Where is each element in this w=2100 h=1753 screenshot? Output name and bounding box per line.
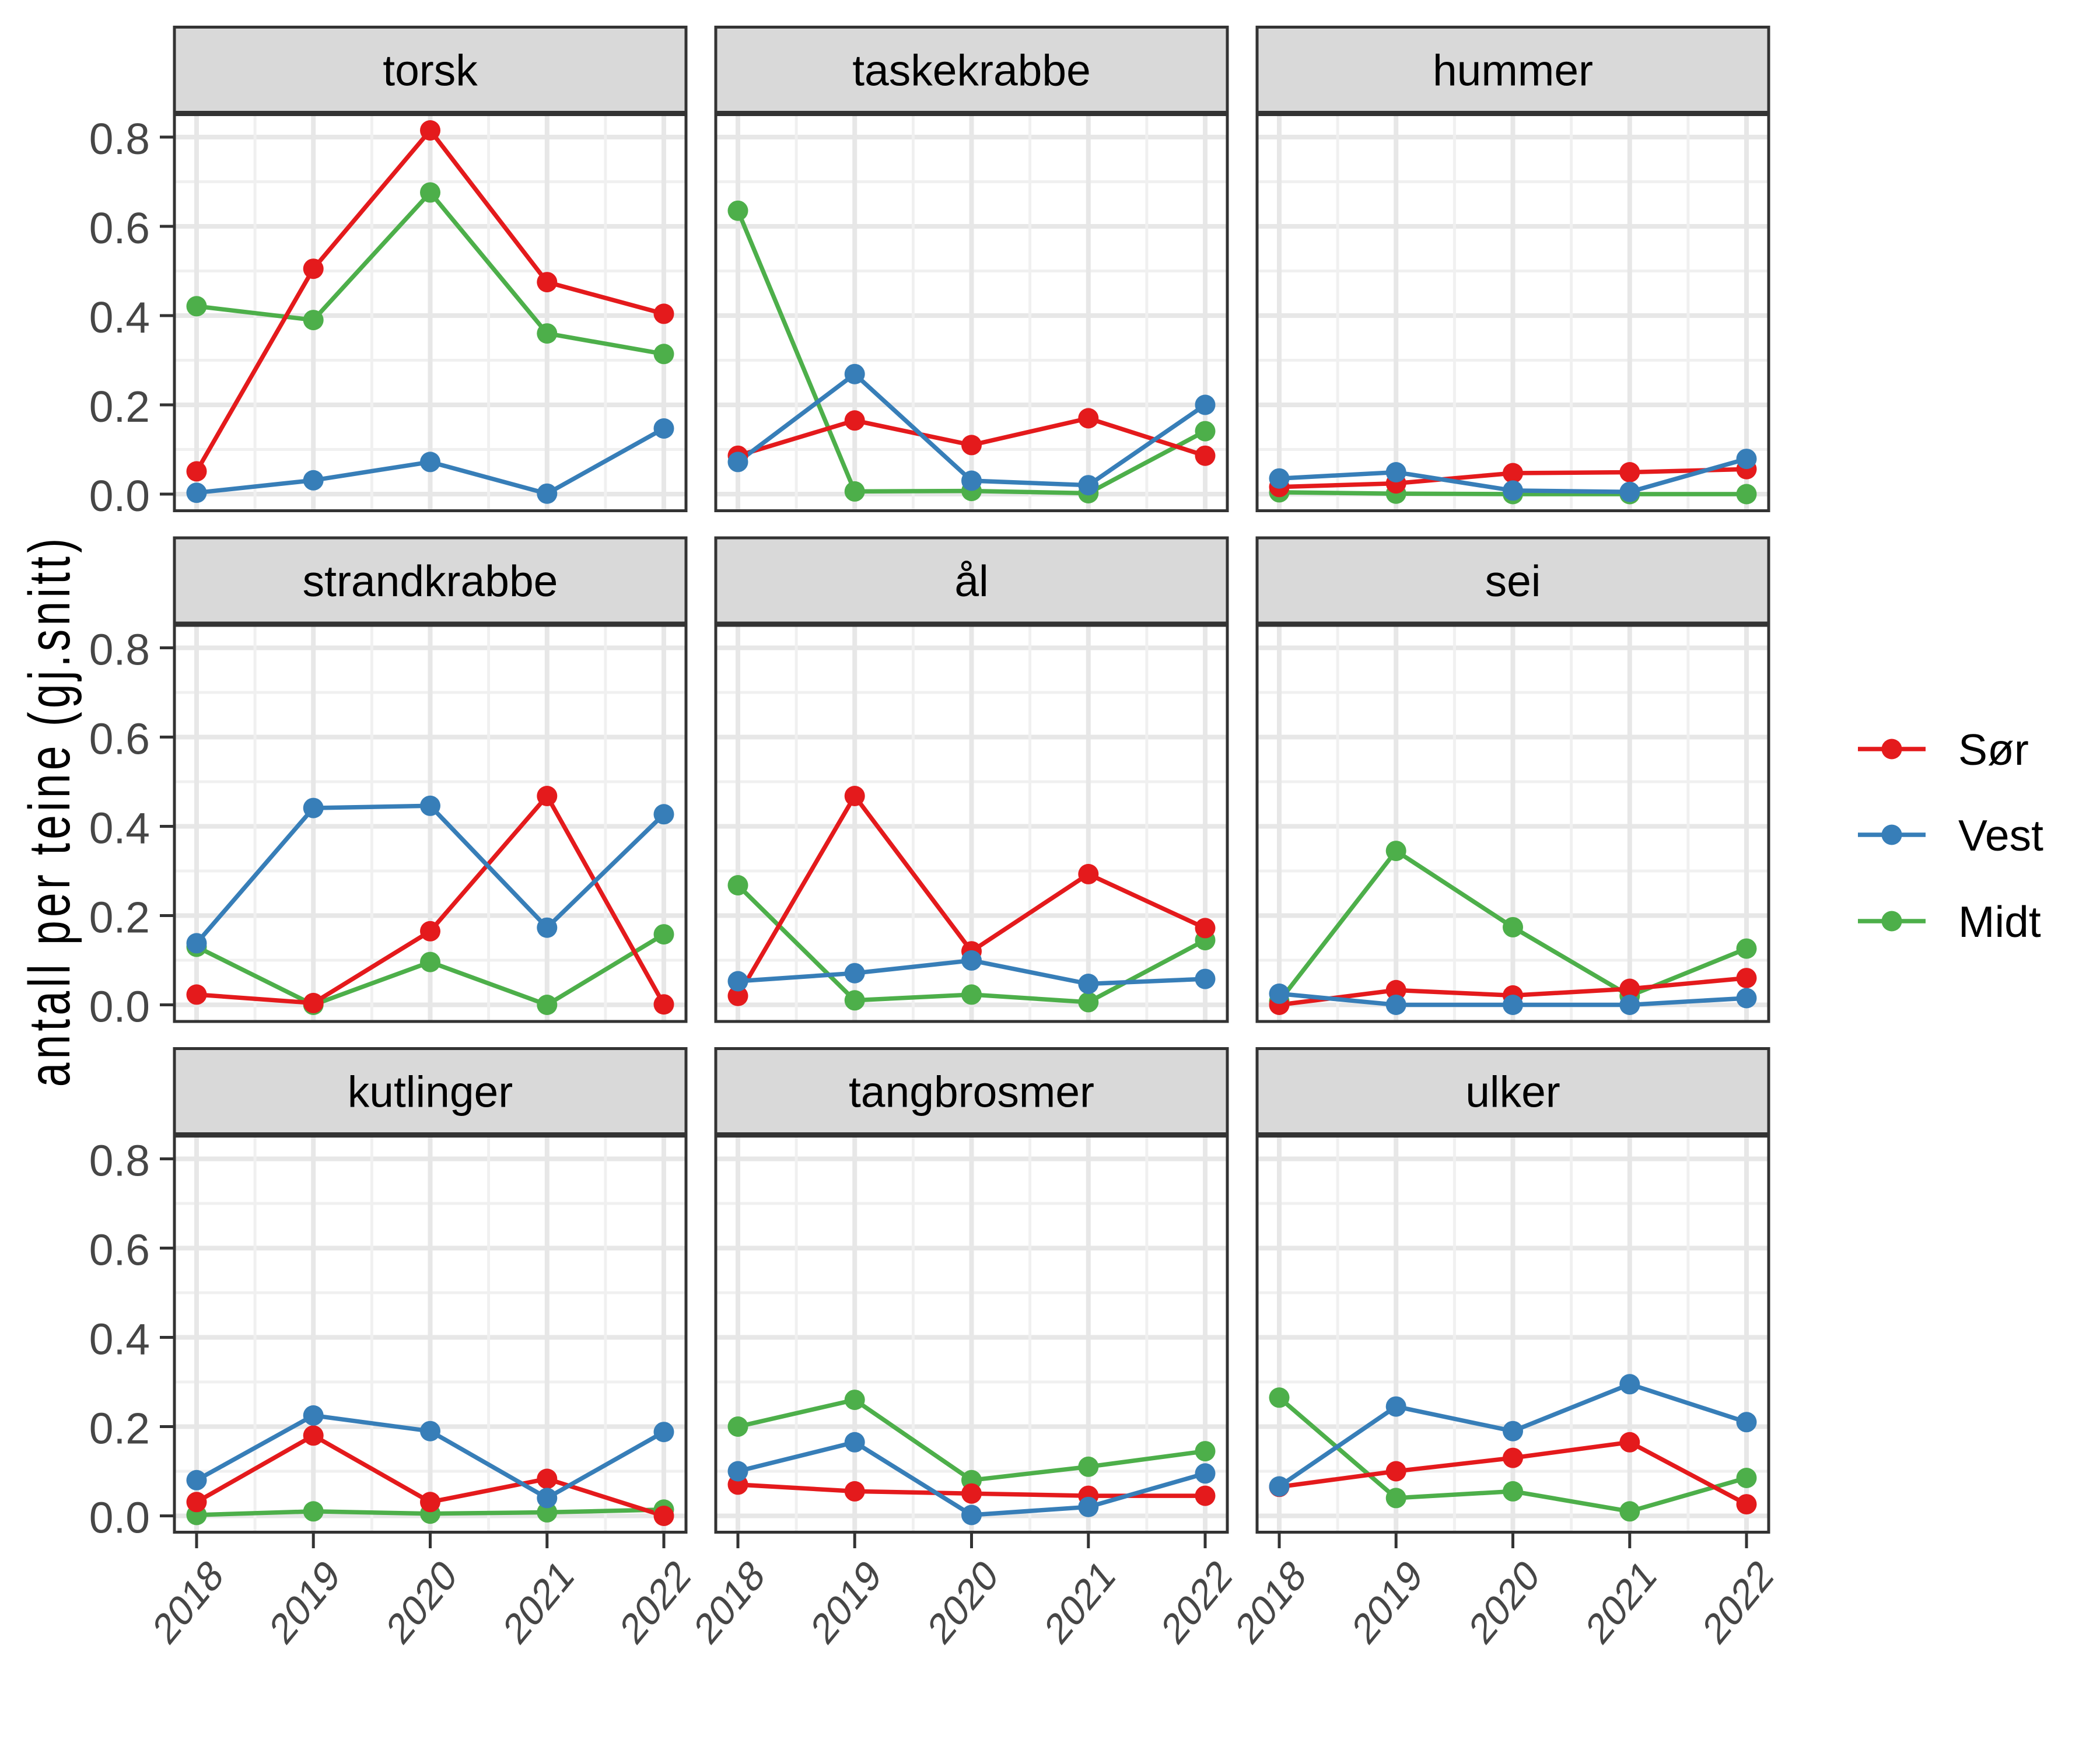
- svg-text:0.6: 0.6: [89, 715, 150, 764]
- svg-text:torsk: torsk: [383, 46, 478, 95]
- svg-text:0.2: 0.2: [89, 1404, 150, 1453]
- svg-text:Vest: Vest: [1958, 811, 2043, 860]
- svg-text:Sør: Sør: [1958, 725, 2029, 774]
- svg-text:0.4: 0.4: [89, 804, 150, 853]
- svg-text:hummer: hummer: [1433, 46, 1593, 95]
- svg-text:taskekrabbe: taskekrabbe: [852, 46, 1091, 95]
- svg-text:0.8: 0.8: [89, 1136, 150, 1185]
- svg-text:0.0: 0.0: [89, 982, 150, 1031]
- svg-text:strandkrabbe: strandkrabbe: [303, 557, 558, 606]
- svg-text:0.0: 0.0: [89, 471, 150, 520]
- svg-text:kutlinger: kutlinger: [348, 1068, 513, 1117]
- svg-text:0.0: 0.0: [89, 1493, 150, 1542]
- svg-text:0.8: 0.8: [89, 114, 150, 163]
- svg-text:0.6: 0.6: [89, 1226, 150, 1275]
- svg-text:0.4: 0.4: [89, 293, 150, 342]
- svg-text:0.2: 0.2: [89, 382, 150, 431]
- svg-text:0.4: 0.4: [89, 1315, 150, 1364]
- svg-text:ål: ål: [954, 557, 988, 606]
- svg-text:ulker: ulker: [1465, 1068, 1560, 1117]
- svg-text:0.8: 0.8: [89, 625, 150, 674]
- svg-text:tangbrosmer: tangbrosmer: [849, 1068, 1094, 1117]
- svg-text:antall per teine (gj.snitt): antall per teine (gj.snitt): [16, 535, 82, 1087]
- svg-text:sei: sei: [1485, 557, 1541, 606]
- svg-text:0.2: 0.2: [89, 893, 150, 942]
- svg-text:Midt: Midt: [1958, 897, 2041, 946]
- svg-text:0.6: 0.6: [89, 204, 150, 253]
